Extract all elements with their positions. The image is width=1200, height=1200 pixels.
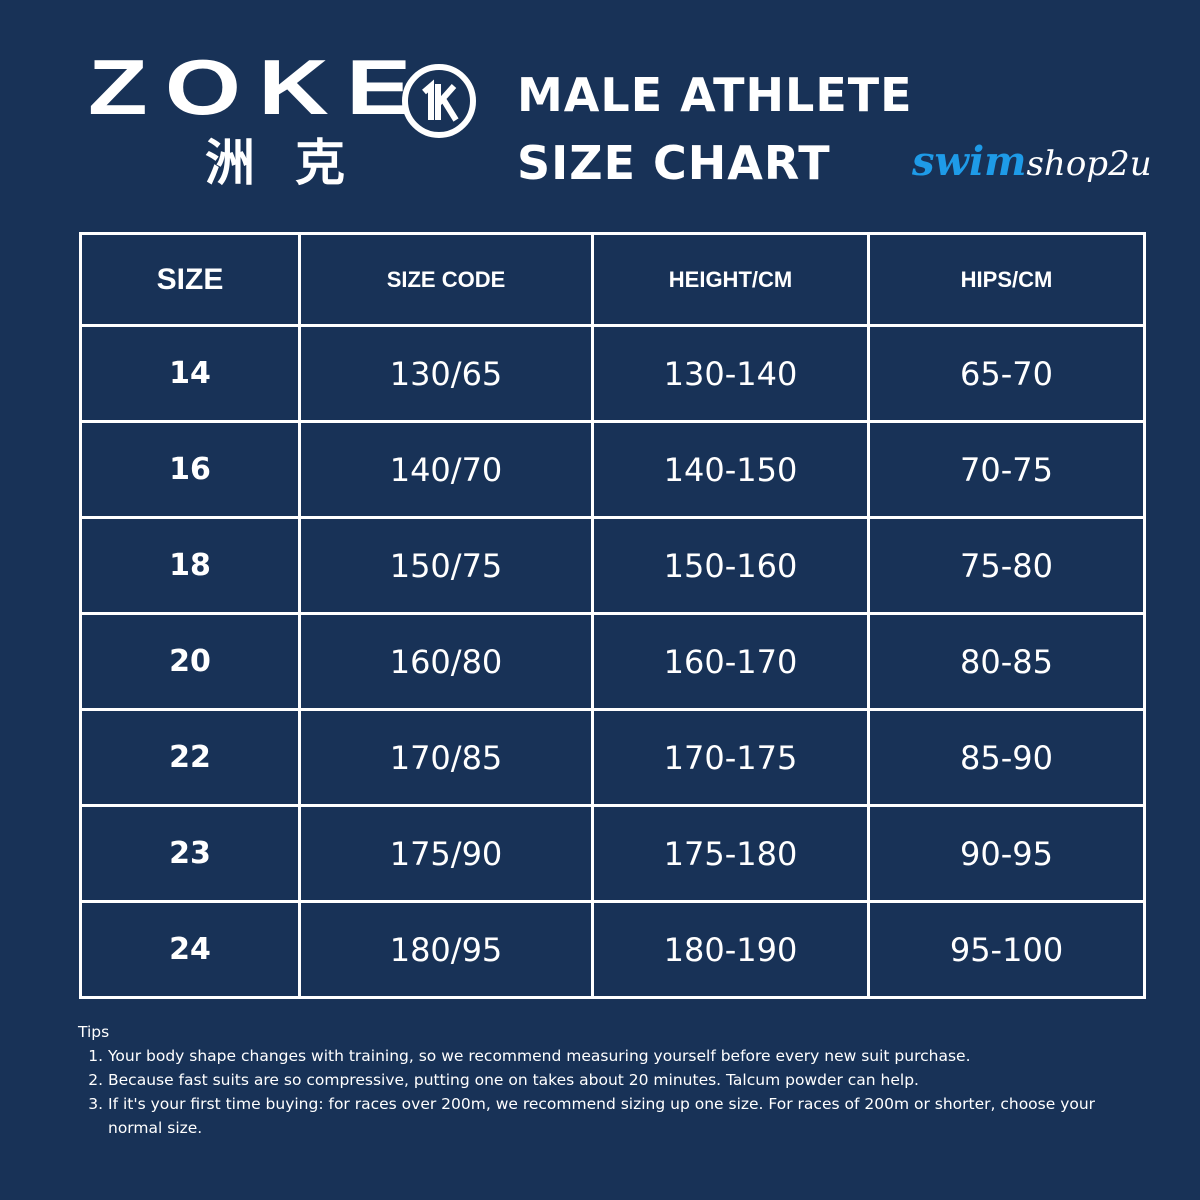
column-header: HEIGHT/CM: [591, 232, 870, 327]
table-cell: 75-80: [867, 516, 1146, 615]
column-header: HIPS/CM: [867, 232, 1146, 327]
table-row: 18 150/75 150-160 75-80: [79, 516, 1146, 615]
table-cell: 85-90: [867, 708, 1146, 807]
header-row: SIZE SIZE CODE HEIGHT/CM HIPS/CM: [79, 232, 1146, 327]
table-cell: 130/65: [298, 324, 594, 423]
title: SIZE CHART: [517, 136, 831, 190]
table-cell: 90-95: [867, 804, 1146, 903]
table-cell: 175/90: [298, 804, 594, 903]
table-row: 22 170/85 170-175 85-90: [79, 708, 1146, 807]
table-cell: 175-180: [591, 804, 870, 903]
table-cell: 20: [79, 612, 301, 711]
tip-item: If it's your first time buying: for race…: [108, 1092, 1138, 1140]
table-cell: 180-190: [591, 900, 870, 999]
logo-icon: [402, 64, 476, 138]
tip-item: Because fast suits are so compressive, p…: [108, 1068, 1138, 1092]
table-row: 24 180/95 180-190 95-100: [79, 900, 1146, 999]
table-cell: 24: [79, 900, 301, 999]
tips-title: Tips: [78, 1023, 110, 1041]
table-cell: 160-170: [591, 612, 870, 711]
table-row: 23 175/90 175-180 90-95: [79, 804, 1146, 903]
tip-item: Your body shape changes with training, s…: [108, 1044, 1138, 1068]
table-cell: 170-175: [591, 708, 870, 807]
table-cell: 18: [79, 516, 301, 615]
size-table: SIZE SIZE CODE HEIGHT/CM HIPS/CM 14 130/65 130…: [79, 232, 1146, 999]
table-cell: 14: [79, 324, 301, 423]
table-cell: 22: [79, 708, 301, 807]
logo-chinese: 洲克: [205, 134, 385, 192]
table-cell: 140-150: [591, 420, 870, 519]
tips: Tips Your body shape changes with traini…: [78, 1020, 1138, 1140]
table-cell: 180/95: [298, 900, 594, 999]
table-cell: 170/85: [298, 708, 594, 807]
shop-logo: swimshop2u: [912, 142, 1152, 182]
table-cell: 80-85: [867, 612, 1146, 711]
table-row: 14 130/65 130-140 65-70: [79, 324, 1146, 423]
table-cell: 140/70: [298, 420, 594, 519]
shop-logo-rest: shop2u: [1026, 144, 1152, 184]
logo-wordmark: ZOKE: [88, 43, 429, 131]
column-header: SIZE CODE: [298, 232, 594, 327]
table-cell: 160/80: [298, 612, 594, 711]
column-header: SIZE: [79, 232, 301, 327]
table-row: 16 140/70 140-150 70-75: [79, 420, 1146, 519]
table-row: 20 160/80 160-170 80-85: [79, 612, 1146, 711]
shop-logo-swim: swim: [912, 138, 1027, 185]
table-cell: 65-70: [867, 324, 1146, 423]
table-cell: 16: [79, 420, 301, 519]
table-cell: 150/75: [298, 516, 594, 615]
table-cell: 150-160: [591, 516, 870, 615]
tips-list: Your body shape changes with training, s…: [78, 1044, 1138, 1140]
title: MALE ATHLETE: [517, 68, 913, 122]
table-cell: 130-140: [591, 324, 870, 423]
table-cell: 23: [79, 804, 301, 903]
table-cell: 70-75: [867, 420, 1146, 519]
table-cell: 95-100: [867, 900, 1146, 999]
